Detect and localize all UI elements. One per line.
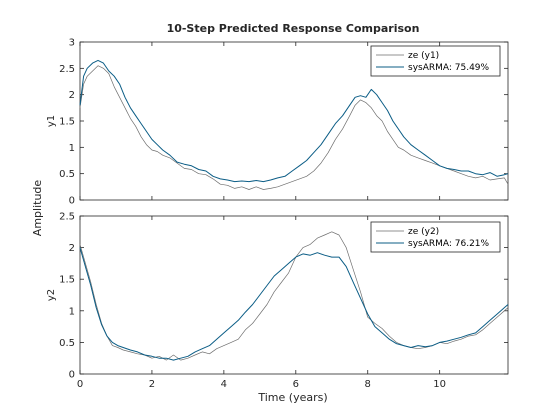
x-tick-label: 6 [293, 379, 299, 390]
legend-entry-measured: ze (y1) [408, 51, 439, 61]
y-axis-label-2: y2 [46, 289, 57, 301]
y-tick-label: 1 [69, 143, 75, 154]
x-tick-label: 0 [77, 379, 83, 390]
y-tick-label: 1.5 [59, 117, 75, 128]
chart-title: 10-Step Predicted Response Comparison [167, 22, 420, 35]
x-tick-label: 10 [433, 379, 446, 390]
y-tick-label: 2.5 [59, 212, 75, 223]
y-tick-label: 3 [69, 38, 75, 49]
y-tick-label: 0 [69, 370, 75, 381]
subplot-y2: 0 0.5 1 1.5 2 2.5 0 2 4 6 8 10 y2 ze (y2) sysARMA: 76.… [46, 212, 509, 390]
y-tick-label: 2 [69, 243, 75, 254]
legend-box [370, 45, 501, 77]
legend-entry-measured: ze (y2) [408, 227, 439, 237]
series-line-predicted [79, 59, 509, 183]
x-axis-label: Time (years) [257, 391, 327, 404]
y-axis-label-1: y1 [46, 115, 57, 127]
y-tick-label: 0.5 [59, 338, 75, 349]
y-tick-label: 1.5 [59, 275, 75, 286]
series-line-predicted [79, 247, 509, 361]
legend-entry-predicted: sysARMA: 76.21% [408, 239, 490, 249]
legend-1: ze (y1) sysARMA: 75.49% [370, 45, 501, 77]
legend-box [370, 221, 501, 253]
amplitude-label: Amplitude [31, 180, 44, 237]
x-tick-label: 2 [149, 379, 155, 390]
x-tick-label: 4 [221, 379, 227, 390]
y-tick-label: 2 [69, 90, 75, 101]
legend-entry-predicted: sysARMA: 75.49% [408, 63, 490, 73]
subplot-y1: 0 0.5 1 1.5 2 2.5 3 y1 ze (y1) sysARMA: 75.49% [46, 38, 509, 207]
series-line-measured [79, 65, 509, 190]
x-tick-label: 8 [365, 379, 371, 390]
legend-2: ze (y2) sysARMA: 76.21% [370, 221, 501, 253]
y-tick-label: 0.5 [59, 169, 75, 180]
y-tick-label: 2.5 [59, 64, 75, 75]
y-tick-label: 1 [69, 306, 75, 317]
y-tick-label: 0 [69, 196, 75, 207]
